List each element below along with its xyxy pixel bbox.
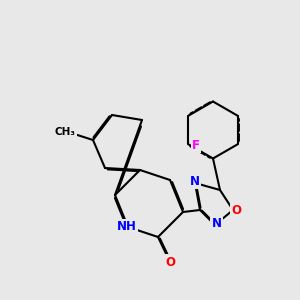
Text: NH: NH xyxy=(117,220,136,233)
Text: O: O xyxy=(165,256,175,268)
Text: N: N xyxy=(190,175,200,188)
Text: F: F xyxy=(192,139,200,152)
Text: CH₃: CH₃ xyxy=(55,127,76,137)
Text: N: N xyxy=(212,217,221,230)
Text: O: O xyxy=(231,203,241,217)
